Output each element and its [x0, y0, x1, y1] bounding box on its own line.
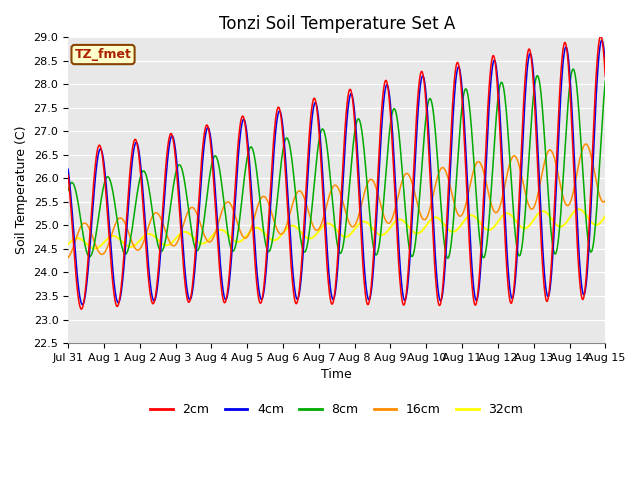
Y-axis label: Soil Temperature (C): Soil Temperature (C) — [15, 126, 28, 254]
X-axis label: Time: Time — [321, 368, 352, 381]
Title: Tonzi Soil Temperature Set A: Tonzi Soil Temperature Set A — [219, 15, 455, 33]
Text: TZ_fmet: TZ_fmet — [75, 48, 131, 61]
Legend: 2cm, 4cm, 8cm, 16cm, 32cm: 2cm, 4cm, 8cm, 16cm, 32cm — [145, 398, 529, 421]
